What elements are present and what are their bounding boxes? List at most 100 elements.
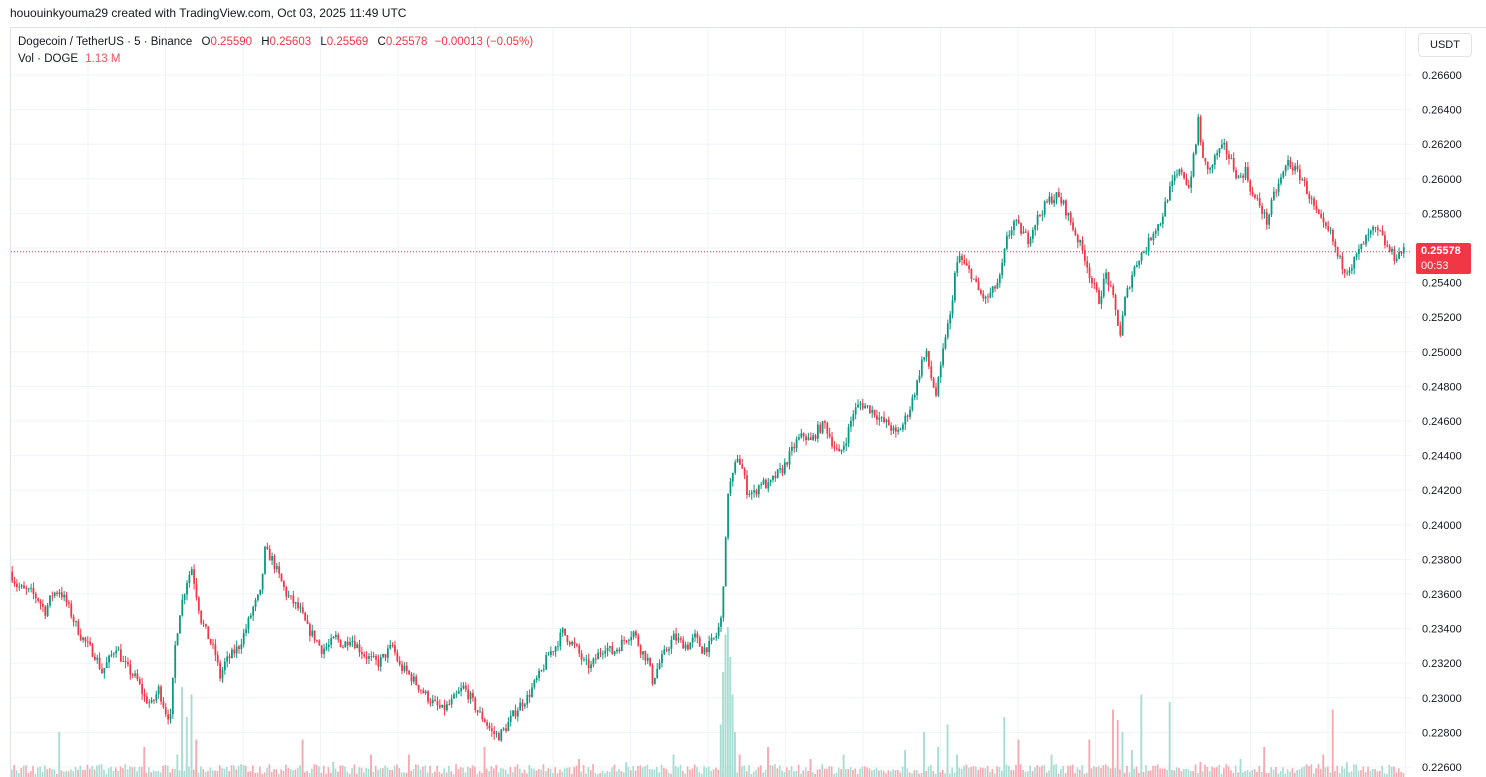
candle [464, 682, 467, 693]
volume-bar [835, 772, 838, 777]
candle [438, 699, 441, 710]
volume-label[interactable]: Vol · DOGE [18, 53, 79, 65]
candle [724, 536, 727, 587]
candle [226, 651, 229, 668]
candle [1379, 229, 1382, 232]
volume-bar [377, 769, 379, 777]
candle [1211, 164, 1214, 174]
volume-bar [580, 771, 583, 777]
candle-body [1192, 153, 1195, 177]
symbol-label[interactable]: Dogecoin / TetherUS · 5 · Binance [18, 36, 193, 48]
candle [403, 662, 406, 673]
candle [1015, 218, 1018, 227]
candle-body [405, 665, 408, 671]
candle [1246, 161, 1249, 183]
volume-bar [653, 769, 656, 777]
candle-body [894, 427, 897, 432]
candle-body [890, 425, 893, 431]
candle [566, 634, 569, 646]
candle-body [935, 387, 937, 396]
candle [989, 287, 992, 299]
volume-bar [615, 771, 618, 777]
candle-body [1053, 199, 1056, 204]
candle [1091, 276, 1093, 288]
candle [679, 636, 682, 643]
volume-spike [190, 694, 193, 777]
candle [516, 707, 519, 722]
candle [1296, 160, 1299, 172]
candle [1263, 209, 1266, 219]
candle [58, 589, 61, 598]
volume-bar [1208, 771, 1211, 777]
candle-body [1348, 270, 1351, 273]
volume-bar [982, 767, 984, 777]
candle-body [1055, 192, 1058, 200]
candle [1251, 186, 1254, 197]
candle-body [93, 656, 96, 660]
volume-bar [778, 765, 781, 777]
candle [1017, 214, 1020, 225]
candle [13, 576, 16, 587]
candle-body [991, 286, 994, 293]
candle-body [521, 702, 524, 707]
candle [601, 650, 604, 660]
volume-bar [415, 764, 417, 777]
candle [1187, 179, 1190, 189]
candle-body [474, 697, 477, 711]
currency-unit-button[interactable]: USDT [1418, 33, 1472, 57]
volume-bar [1147, 770, 1150, 777]
candle [892, 425, 895, 434]
volume-bar [811, 772, 814, 777]
volume-bar [1246, 769, 1249, 777]
candle [1176, 169, 1178, 179]
volume-bar [1312, 773, 1315, 777]
volume-spike [1140, 694, 1143, 777]
candle-body [18, 586, 21, 588]
candle [98, 652, 101, 671]
candle-body [339, 639, 342, 647]
volume-bar [755, 770, 757, 777]
candle [44, 604, 47, 620]
volume-bar [570, 773, 573, 777]
volume-bar [67, 771, 70, 777]
candle-body [403, 665, 406, 671]
candle-body [1043, 201, 1046, 215]
volume-bar [1142, 771, 1145, 777]
candle-body [1296, 165, 1299, 170]
candle [1093, 278, 1096, 290]
candle-body [89, 641, 92, 645]
volume-bar [339, 765, 342, 777]
candle-body [620, 639, 623, 651]
volume-bar [1308, 766, 1310, 777]
candle-body [1228, 154, 1230, 159]
candle-body [835, 447, 838, 449]
candle-body [434, 699, 437, 701]
candle-body [162, 701, 165, 708]
candle-body [590, 664, 592, 669]
candle-body [349, 642, 351, 646]
candle-body [1057, 192, 1060, 198]
volume-bar [129, 766, 131, 777]
price-tick-label: 0.23200 [1422, 658, 1462, 670]
candle [668, 646, 670, 656]
candle-body [1327, 226, 1330, 231]
candle [523, 702, 526, 709]
candle [1239, 172, 1242, 179]
volume-bar [585, 773, 587, 777]
chart-frame[interactable] [10, 27, 1486, 777]
candle-body [202, 623, 205, 625]
candle-body [223, 661, 226, 671]
candle-body [942, 348, 944, 366]
candle-body [559, 632, 562, 647]
candle-body [571, 641, 574, 645]
candle [1164, 197, 1167, 217]
volume-bar [329, 772, 332, 777]
volume-bar [457, 769, 460, 777]
volume-bar [604, 773, 606, 777]
candle-body [39, 600, 42, 604]
volume-bar [1336, 765, 1339, 777]
candle [108, 654, 110, 669]
candle-body [533, 679, 536, 688]
volume-bar [277, 773, 280, 777]
